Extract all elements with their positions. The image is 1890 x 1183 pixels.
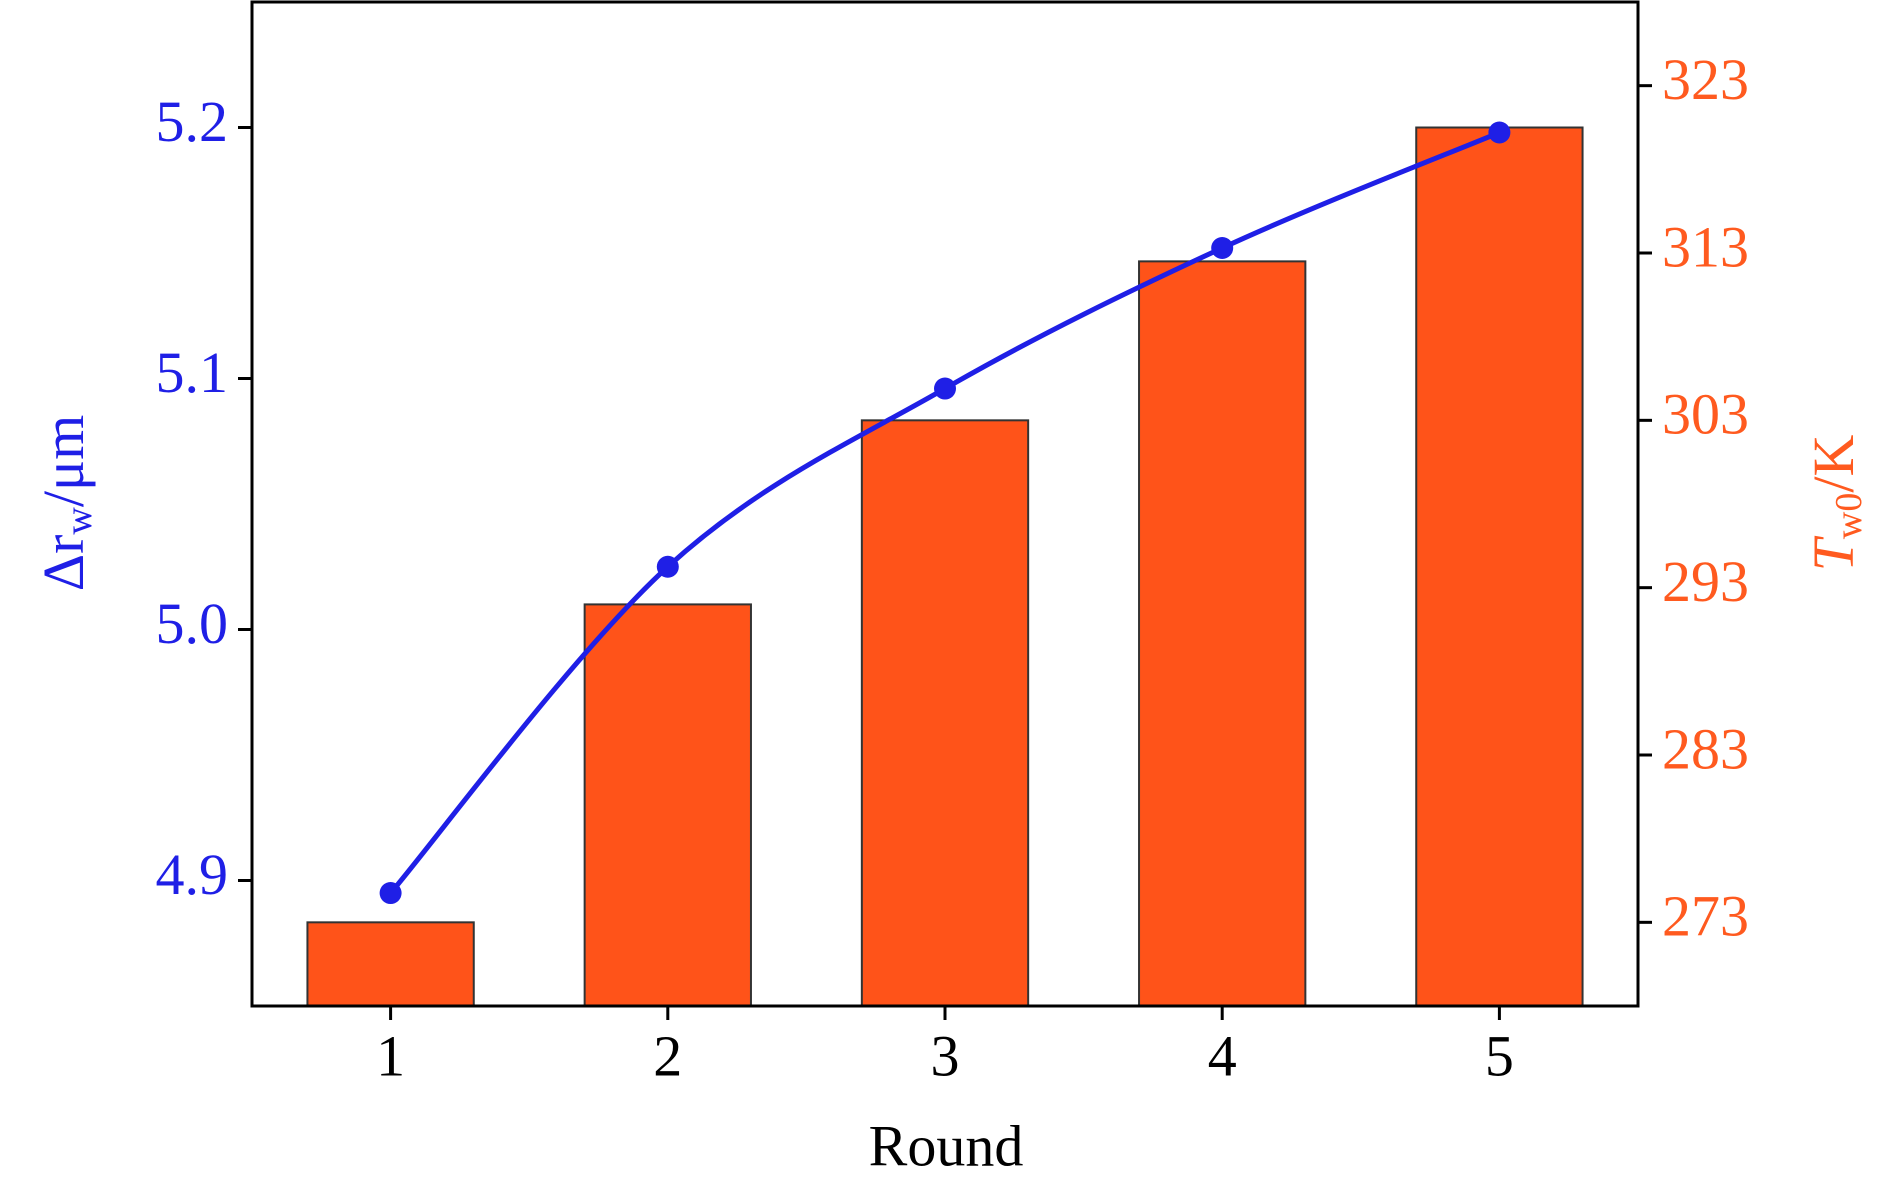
y2-tick-label: 293 bbox=[1662, 549, 1749, 614]
point bbox=[1211, 236, 1234, 259]
x-tick-label: 3 bbox=[931, 1023, 960, 1088]
bar bbox=[860, 419, 1030, 1008]
bar bbox=[1138, 260, 1307, 1008]
x-tick-label: 2 bbox=[653, 1023, 682, 1088]
point bbox=[934, 377, 956, 400]
y2-label-sub: w0 bbox=[1828, 493, 1870, 539]
point bbox=[379, 882, 402, 905]
x-tick-label: 5 bbox=[1485, 1023, 1514, 1088]
bar bbox=[1415, 126, 1584, 1007]
y-axis-label: Δrw/μm bbox=[31, 415, 99, 591]
y-label-sub: w bbox=[58, 507, 100, 535]
y2-tick-label: 313 bbox=[1662, 214, 1749, 279]
bar bbox=[583, 603, 752, 1008]
point bbox=[1488, 121, 1511, 144]
x-tick-label: 1 bbox=[376, 1023, 405, 1088]
y-tick-label: 5.2 bbox=[156, 89, 229, 154]
y2-axis-label: Tw0/K bbox=[1801, 435, 1869, 572]
y2-label-unit: /K bbox=[1801, 435, 1866, 493]
y2-tick-label: 283 bbox=[1662, 716, 1749, 781]
x-axis-label: Round bbox=[869, 1113, 1024, 1178]
point bbox=[656, 555, 679, 578]
y-tick-label: 5.0 bbox=[156, 591, 229, 656]
y2-tick-label: 273 bbox=[1662, 884, 1749, 949]
y2-tick-label: 323 bbox=[1662, 47, 1749, 112]
x-tick-label: 4 bbox=[1208, 1023, 1237, 1088]
y-tick-label: 4.9 bbox=[156, 842, 229, 907]
y-label-main: Δr bbox=[31, 535, 96, 592]
y2-label-main: T bbox=[1801, 535, 1866, 571]
y2-tick-label: 303 bbox=[1662, 382, 1749, 447]
bar bbox=[306, 921, 475, 1007]
line bbox=[388, 130, 1501, 895]
y-label-unit: /μm bbox=[31, 415, 96, 507]
y-tick-label: 5.1 bbox=[156, 340, 229, 405]
